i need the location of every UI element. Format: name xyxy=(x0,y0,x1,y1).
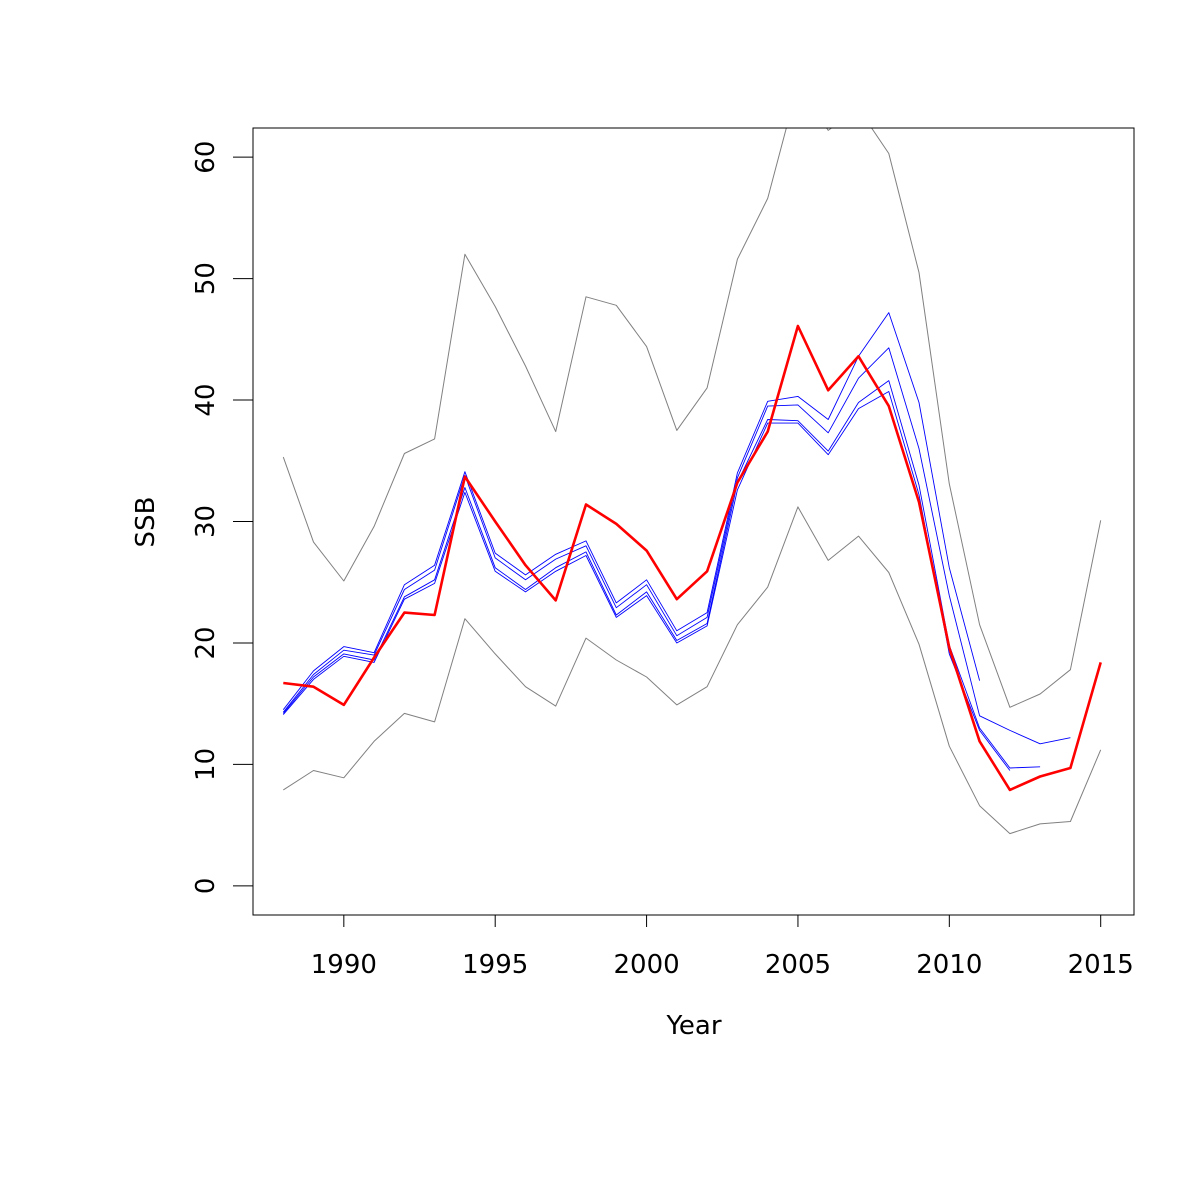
x-tick-label: 1995 xyxy=(462,950,528,980)
upper-bound-line xyxy=(282,128,1102,708)
y-tick-label: 0 xyxy=(191,878,221,895)
retrospective-line-4 xyxy=(282,391,1011,771)
y-axis: 0 10 20 30 40 50 60 xyxy=(191,141,253,895)
x-tick-label: 2005 xyxy=(765,950,831,980)
estimate-line xyxy=(283,324,1102,792)
x-axis-title: Year xyxy=(665,1011,721,1041)
x-tick-label: 1990 xyxy=(311,950,377,980)
x-tick-label: 2010 xyxy=(916,950,982,980)
retrospective-line-3 xyxy=(282,380,1041,769)
lower-bound-line xyxy=(283,506,1102,835)
y-axis-title: SSB xyxy=(131,497,161,548)
y-tick-label: 10 xyxy=(191,748,221,781)
y-tick-label: 50 xyxy=(191,262,221,295)
y-tick-label: 20 xyxy=(191,626,221,659)
retrospective-line-2 xyxy=(282,347,1071,745)
retrospective-line-1 xyxy=(282,312,981,710)
series-layer xyxy=(282,128,1102,835)
y-tick-label: 40 xyxy=(191,384,221,417)
x-tick-label: 2015 xyxy=(1068,950,1134,980)
x-tick-label: 2000 xyxy=(613,950,679,980)
x-axis: 1990 1995 2000 2005 2010 2015 xyxy=(311,915,1134,980)
y-tick-label: 30 xyxy=(191,505,221,538)
y-tick-label: 60 xyxy=(191,141,221,174)
